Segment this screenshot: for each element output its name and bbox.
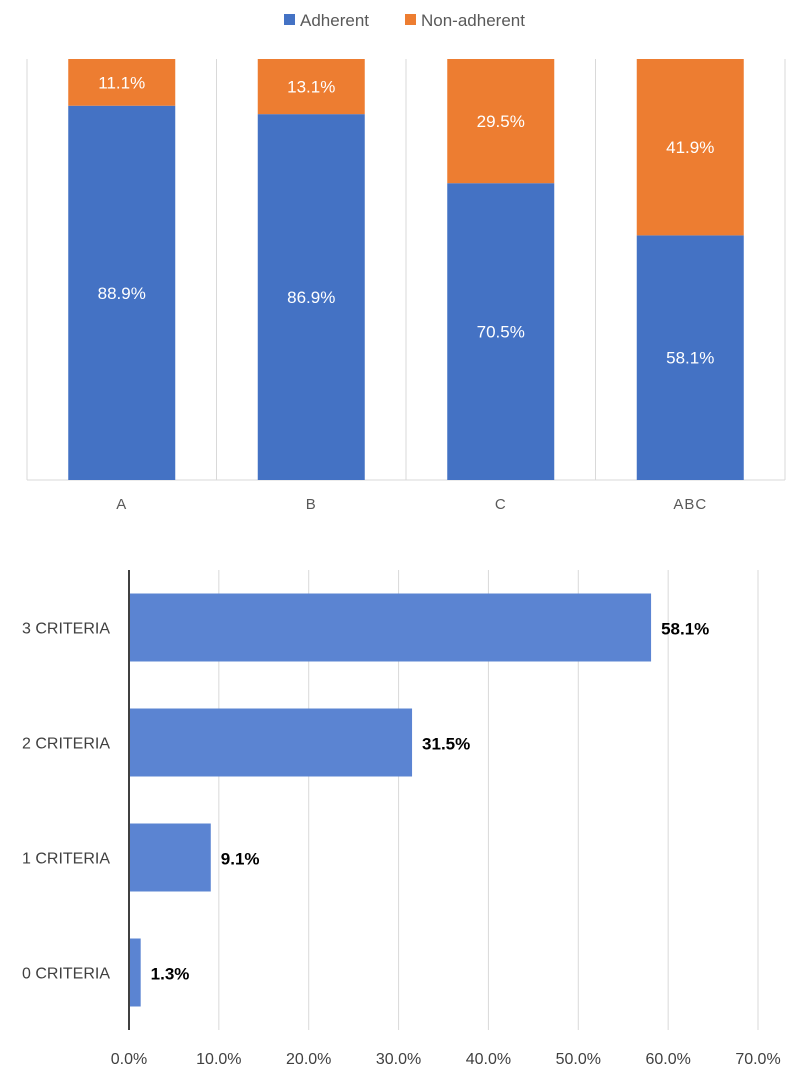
data-label-non-adherent-abc: 41.9% (666, 138, 714, 157)
y-tick-label-3-criteria: 3 CRITERIA (22, 621, 110, 638)
x-tick-label: 70.0% (735, 1051, 780, 1068)
stacked-adherence-chart: Adherent Non-adherent 88.9% 11.1% A 86.9% 13.1… (26, 11, 786, 513)
data-label-2-criteria: 31.5% (422, 735, 470, 754)
bar-0-criteria (129, 938, 141, 1007)
y-tick-label-2-criteria: 2 CRITERIA (22, 736, 110, 753)
legend-label-adherent: Adherent (300, 11, 369, 30)
bar-adherent-abc (636, 235, 744, 480)
x-tick-label: 40.0% (466, 1051, 511, 1068)
data-label-adherent-abc: 58.1% (666, 349, 714, 368)
x-tick-label: 30.0% (376, 1051, 421, 1068)
x-tick-label-b: B (306, 496, 317, 513)
data-label-non-adherent-a: 11.1% (98, 73, 145, 92)
x-tick-label: 0.0% (111, 1051, 147, 1068)
data-label-non-adherent-c: 29.5% (477, 112, 525, 131)
criteria-count-chart: 0.0% 10.0% 20.0% 30.0% 40.0% 50.0% 60.0% 70.0% 5… (22, 570, 781, 1068)
bar-non-adherent-a (68, 59, 176, 106)
data-label-0-criteria: 1.3% (151, 965, 190, 984)
legend-swatch-adherent (284, 14, 295, 25)
x-tick-label: 60.0% (645, 1051, 690, 1068)
bar-adherent-c (447, 183, 555, 480)
x-tick-label-a: A (116, 496, 127, 513)
data-label-adherent-c: 70.5% (477, 323, 525, 342)
bar-non-adherent-abc (636, 59, 744, 236)
y-tick-label-0-criteria: 0 CRITERIA (22, 966, 110, 983)
y-tick-label-1-criteria: 1 CRITERIA (22, 851, 110, 868)
data-label-non-adherent-b: 13.1% (287, 78, 335, 97)
x-tick-label-c: C (495, 496, 507, 513)
bar-non-adherent-b (257, 59, 365, 115)
data-label-1-criteria: 9.1% (221, 850, 260, 869)
bar-adherent-b (257, 114, 365, 480)
x-tick-label-abc: ABC (673, 496, 707, 513)
data-label-3-criteria: 58.1% (661, 620, 709, 639)
bar-non-adherent-c (447, 59, 555, 184)
bar-2-criteria (129, 708, 413, 777)
bar-3-criteria (129, 593, 652, 662)
x-tick-label: 20.0% (286, 1051, 331, 1068)
bar-1-criteria (129, 823, 211, 892)
legend-label-non-adherent: Non-adherent (421, 11, 525, 30)
x-tick-label: 50.0% (556, 1051, 601, 1068)
bar-adherent-a (68, 105, 176, 480)
x-tick-label: 10.0% (196, 1051, 241, 1068)
data-label-adherent-b: 86.9% (287, 288, 335, 307)
data-label-adherent-a: 88.9% (98, 284, 146, 303)
legend-swatch-non-adherent (405, 14, 416, 25)
